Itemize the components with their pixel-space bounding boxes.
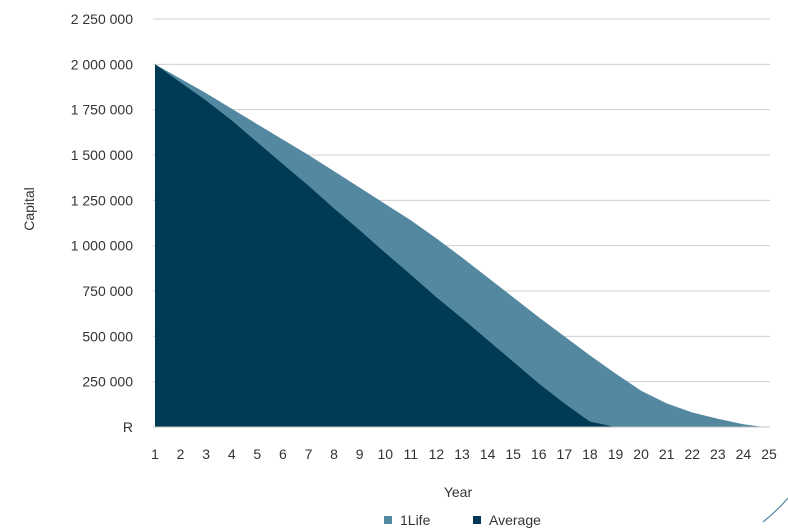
x-tick-label: 24 (736, 446, 752, 462)
decorative-curve (762, 497, 788, 523)
x-tick-label: 9 (356, 446, 364, 462)
x-tick-label: 21 (659, 446, 675, 462)
chart-areas (155, 64, 764, 428)
x-tick-label: 4 (228, 446, 236, 462)
x-tick-label: 23 (710, 446, 726, 462)
x-tick-label: 5 (253, 446, 261, 462)
legend: 1Life Average (384, 512, 541, 528)
x-tick-label: 10 (377, 446, 393, 462)
x-tick-label: 8 (330, 446, 338, 462)
x-tick-label: 22 (684, 446, 700, 462)
legend-swatch-average (473, 516, 481, 524)
x-tick-label: 18 (582, 446, 598, 462)
area-average (155, 64, 693, 428)
y-tick-label: 500 000 (82, 328, 133, 344)
y-tick-label: 1 250 000 (71, 192, 133, 208)
x-tick-label: 25 (761, 446, 777, 462)
y-tick-label: 250 000 (82, 374, 133, 390)
x-tick-label: 14 (480, 446, 496, 462)
x-tick-label: 17 (557, 446, 573, 462)
x-tick-label: 12 (429, 446, 445, 462)
legend-label-average: Average (489, 512, 541, 528)
x-tick-label: 15 (505, 446, 521, 462)
x-tick-label: 2 (177, 446, 185, 462)
y-tick-label: 2 000 000 (71, 56, 133, 72)
y-tick-label: R (123, 419, 133, 435)
x-axis-title: Year (444, 484, 473, 500)
x-tick-label: 11 (404, 446, 419, 462)
x-tick-label: 13 (454, 446, 470, 462)
x-tick-label: 7 (305, 446, 313, 462)
x-tick-label: 16 (531, 446, 547, 462)
y-tick-label: 2 250 000 (71, 11, 133, 27)
x-tick-label: 1 (151, 446, 159, 462)
x-tick-label: 3 (202, 446, 210, 462)
y-tick-label: 1 750 000 (71, 102, 133, 118)
legend-label-1life: 1Life (400, 512, 431, 528)
y-tick-label: 1 500 000 (71, 147, 133, 163)
x-tick-label: 20 (633, 446, 649, 462)
y-axis-ticks: R 250 000 500 000 750 000 1 000 000 1 250 000… (71, 11, 134, 435)
y-tick-label: 1 000 000 (71, 238, 133, 254)
legend-swatch-1life (384, 516, 392, 524)
x-tick-label: 19 (608, 446, 624, 462)
x-tick-label: 6 (279, 446, 287, 462)
x-axis: 1 2 3 4 5 6 7 8 9 10 11 12 13 14 15 16 17 18 19 20 21 22 23 24 2… (151, 426, 777, 462)
y-axis-title: Capital (21, 187, 37, 231)
y-tick-label: 750 000 (82, 283, 133, 299)
